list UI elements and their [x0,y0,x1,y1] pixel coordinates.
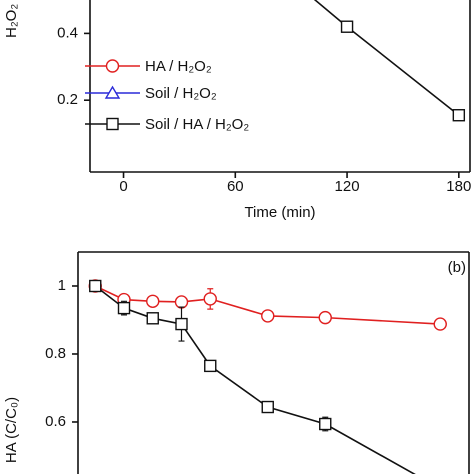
marker [204,359,217,373]
x-axis-label: Time (min) [244,204,315,221]
legend-marker [104,85,121,99]
y-tick-label: 0.2 [57,91,78,108]
marker [203,292,217,306]
plot-area [313,0,466,122]
y-axis-label: H₂O₂ (C/C₀) [3,0,20,38]
y-tick-label: 0.4 [57,24,78,41]
legend-label: Soil / HA / H₂O₂ [145,116,249,133]
marker [340,20,354,33]
y-axis-label: HA (C/C₀) [3,397,20,463]
series-line [313,0,460,116]
legend-marker [106,117,119,131]
marker [146,312,159,325]
y-tick-label: 0.6 [45,413,66,430]
marker [175,317,188,331]
marker [261,309,275,323]
x-tick-label: 180 [446,178,471,195]
marker [117,301,131,315]
legend-marker [105,59,120,73]
x-tick-label: 60 [227,178,244,195]
marker [261,400,274,414]
marker [89,279,102,293]
marker [318,310,332,325]
marker [146,294,160,308]
legend-label: HA / H₂O₂ [145,58,212,75]
marker [452,109,466,122]
y-tick-label: 1 [58,277,66,294]
legend-label: Soil / H₂O₂ [145,85,217,102]
x-tick-label: 0 [119,178,127,195]
panel-label: (b) [448,259,466,276]
plot-area [88,279,447,474]
marker [433,317,447,331]
marker [174,295,189,309]
x-tick-label: 120 [335,178,360,195]
y-tick-label: 0.8 [45,345,66,362]
marker [319,417,332,431]
